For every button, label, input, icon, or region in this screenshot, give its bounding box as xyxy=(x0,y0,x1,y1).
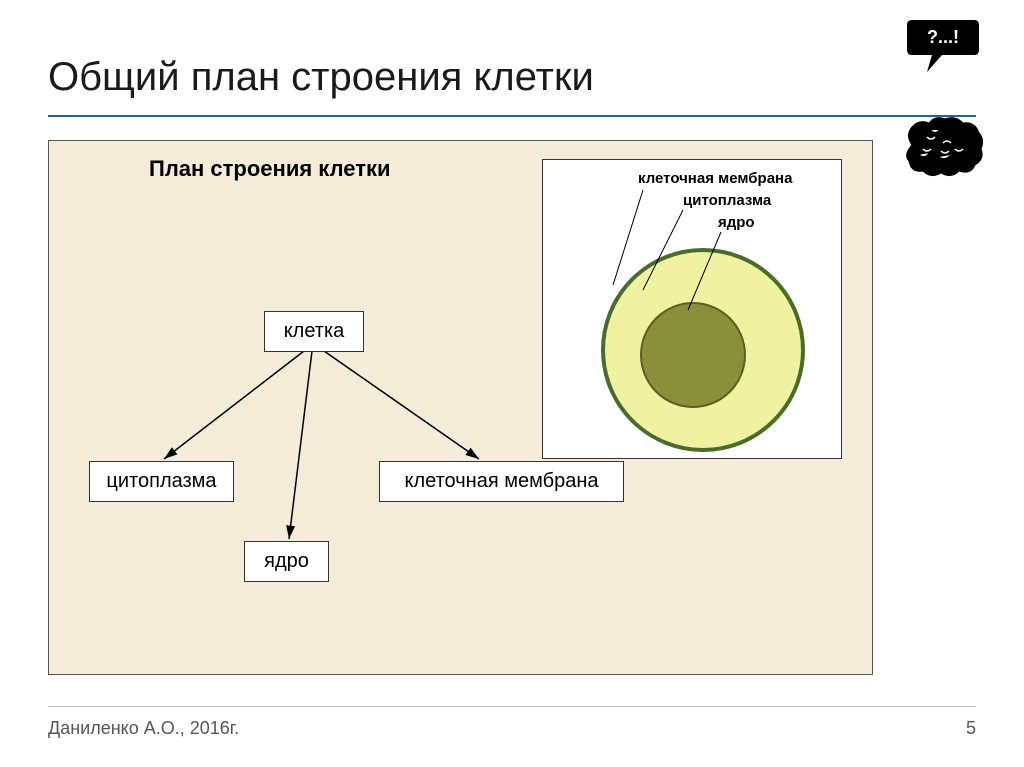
label-nucleus: ядро xyxy=(718,214,755,231)
diagram-panel: План строения клетки клетка цитоплазма к… xyxy=(48,140,873,675)
node-membrane: клеточная мембрана xyxy=(379,461,624,502)
title-underline xyxy=(48,115,976,117)
bubble-text: ?...! xyxy=(927,27,959,47)
cell-diagram: клеточная мембрана цитоплазма ядро xyxy=(542,159,842,459)
node-nucleus: ядро xyxy=(244,541,329,582)
brain-icon xyxy=(897,115,989,185)
footer-page-number: 5 xyxy=(966,718,976,739)
node-cytoplasm: цитоплазма xyxy=(89,461,234,502)
node-root: клетка xyxy=(264,311,364,352)
label-membrane: клеточная мембрана xyxy=(638,170,792,187)
speech-bubble-icon: ?...! xyxy=(902,20,984,75)
slide-title: Общий план строения клетки xyxy=(48,55,594,100)
footer-divider xyxy=(48,706,976,707)
footer-author: Даниленко А.О., 2016г. xyxy=(48,718,239,739)
panel-title: План строения клетки xyxy=(149,156,391,182)
label-cytoplasm: цитоплазма xyxy=(683,192,771,209)
